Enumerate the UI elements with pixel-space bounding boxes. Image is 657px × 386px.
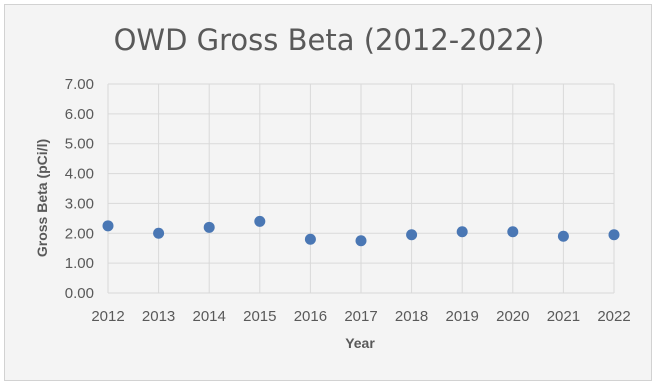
grid-lines	[107, 83, 615, 294]
y-tick-label: 2.00	[65, 225, 94, 242]
data-point	[406, 229, 418, 241]
data-point	[507, 226, 519, 238]
chart-title: OWD Gross Beta (2012-2022)	[114, 23, 545, 57]
data-point	[456, 226, 468, 238]
y-tick-label: 1.00	[65, 255, 94, 272]
x-tick-label: 2021	[547, 308, 580, 325]
x-tick-label: 2022	[597, 308, 630, 325]
y-tick-label: 6.00	[65, 106, 94, 123]
data-point	[102, 220, 114, 232]
y-tick-label: 3.00	[65, 195, 94, 212]
x-tick-label: 2012	[91, 308, 124, 325]
x-tick-labels: 2012 2013 2014 2015 2016 2017 2018 2019 2020 2021…	[91, 308, 630, 325]
x-tick-label: 2016	[294, 308, 327, 325]
y-tick-label: 4.00	[65, 166, 94, 183]
data-point	[304, 233, 316, 245]
x-tick-label: 2013	[142, 308, 175, 325]
data-point	[254, 215, 266, 227]
y-tick-label: 5.00	[65, 136, 94, 153]
y-tick-label: 0.00	[65, 285, 94, 302]
chart-frame	[4, 4, 652, 381]
x-tick-label: 2020	[496, 308, 529, 325]
data-point	[203, 221, 215, 233]
x-tick-label: 2019	[446, 308, 479, 325]
x-tick-label: 2018	[395, 308, 428, 325]
y-axis-label: Gross Beta (pCi/l)	[34, 139, 50, 257]
data-point	[608, 229, 620, 241]
data-points	[102, 215, 620, 247]
data-point	[153, 227, 165, 239]
x-axis-label: Year	[345, 335, 375, 351]
x-tick-label: 2014	[193, 308, 226, 325]
data-point	[355, 235, 367, 247]
x-tick-label: 2017	[344, 308, 377, 325]
y-tick-labels: 0.00 1.00 2.00 3.00 4.00 5.00 6.00 7.00	[65, 76, 94, 302]
y-tick-label: 7.00	[65, 76, 94, 93]
data-point	[557, 230, 569, 242]
x-tick-label: 2015	[243, 308, 276, 325]
